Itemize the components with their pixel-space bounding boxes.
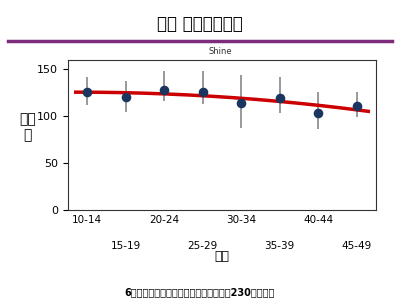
Text: 15-19: 15-19: [111, 241, 141, 250]
Text: Shine: Shine: [208, 46, 232, 56]
Point: [238, 101, 244, 106]
Point: [84, 89, 90, 94]
Point: [315, 110, 322, 115]
Point: [122, 94, 129, 99]
Point: [161, 88, 168, 92]
Point: [200, 89, 206, 94]
Text: 6ヶ月以内にパーマをかけていない女性230名が対象: 6ヶ月以内にパーマをかけていない女性230名が対象: [125, 287, 275, 297]
Text: 25-29: 25-29: [188, 241, 218, 250]
Point: [354, 103, 360, 108]
Text: 45-49: 45-49: [342, 241, 372, 250]
Text: 髪の ツヤの測定値: 髪の ツヤの測定値: [157, 15, 243, 33]
Y-axis label: ツヤ
値: ツヤ 値: [20, 112, 36, 142]
Text: 35-39: 35-39: [265, 241, 295, 250]
X-axis label: 年齢: 年齢: [214, 250, 230, 263]
Point: [276, 95, 283, 100]
